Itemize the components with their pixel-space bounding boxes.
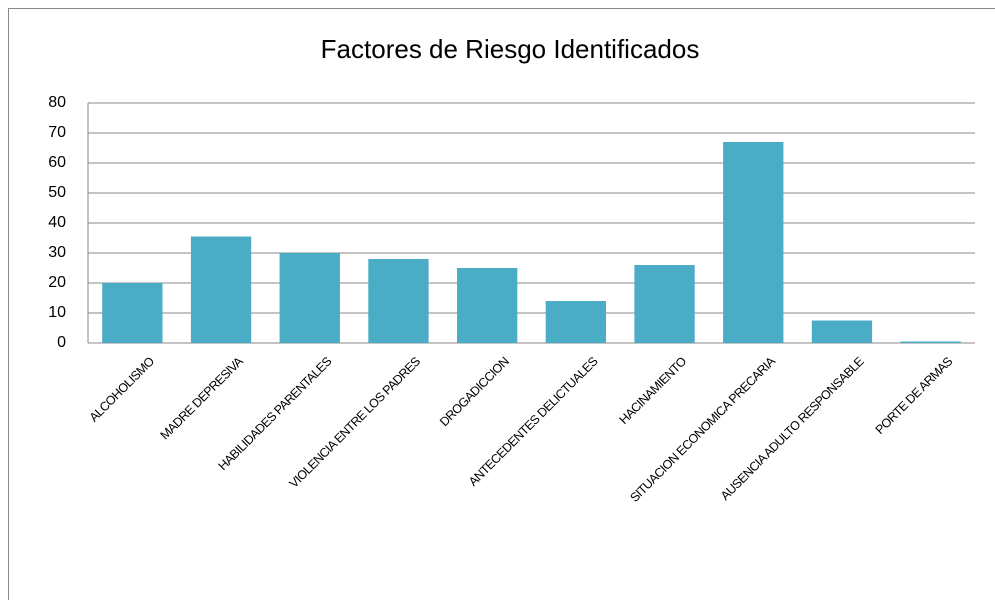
bar (545, 301, 607, 343)
bar (368, 259, 429, 343)
y-tick-label: 40 (48, 214, 66, 231)
y-tick-label: 70 (48, 124, 66, 141)
y-tick-label: 0 (57, 334, 66, 351)
chart-title: Factores de Riesgo Identificados (321, 34, 700, 64)
bar (456, 268, 518, 343)
y-tick-label: 10 (48, 304, 66, 321)
y-tick-label: 60 (48, 154, 66, 171)
bar (102, 283, 163, 343)
bar (190, 236, 252, 343)
y-tick-label: 80 (48, 94, 66, 111)
bar (811, 320, 873, 343)
bar (279, 253, 340, 343)
y-tick-label: 30 (48, 244, 66, 261)
bar (900, 341, 961, 343)
bar (634, 265, 695, 343)
y-tick-label: 50 (48, 184, 66, 201)
y-tick-label: 20 (48, 274, 66, 291)
bar (723, 142, 784, 343)
